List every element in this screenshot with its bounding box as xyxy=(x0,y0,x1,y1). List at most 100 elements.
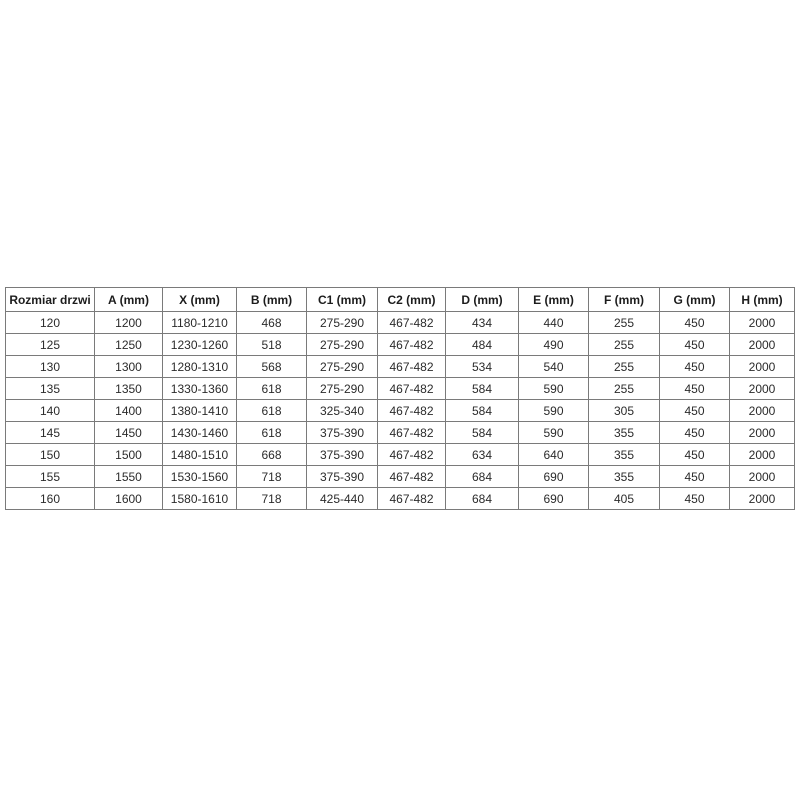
table-header-row: Rozmiar drzwi A (mm) X (mm) B (mm) C1 (mm) C2… xyxy=(5,287,795,312)
table-cell: 467-482 xyxy=(377,465,446,488)
table-cell: 375-390 xyxy=(306,443,378,466)
column-header: D (mm) xyxy=(445,287,519,312)
table-cell: 1250 xyxy=(94,333,163,356)
table-cell: 467-482 xyxy=(377,421,446,444)
column-header: B (mm) xyxy=(236,287,307,312)
table-cell: 1230-1260 xyxy=(162,333,237,356)
table-cell: 375-390 xyxy=(306,465,378,488)
table-cell: 355 xyxy=(588,421,660,444)
table-cell: 2000 xyxy=(729,377,795,400)
table-row: 155 1550 1530-1560 718 375-390 467-482 684 690 3… xyxy=(5,465,795,488)
table-cell: 584 xyxy=(445,377,519,400)
table-cell: 484 xyxy=(445,333,519,356)
table-cell: 275-290 xyxy=(306,377,378,400)
table-cell: 255 xyxy=(588,377,660,400)
table-cell: 618 xyxy=(236,399,307,422)
column-header: C2 (mm) xyxy=(377,287,446,312)
table-cell: 1180-1210 xyxy=(162,311,237,334)
table-cell: 540 xyxy=(518,355,589,378)
table-row: 140 1400 1380-1410 618 325-340 467-482 584 590 3… xyxy=(5,399,795,422)
table-cell: 450 xyxy=(659,399,730,422)
table-cell: 1380-1410 xyxy=(162,399,237,422)
table-cell: 684 xyxy=(445,465,519,488)
table-cell: 1580-1610 xyxy=(162,487,237,510)
row-size-cell: 150 xyxy=(5,443,95,466)
table-cell: 1500 xyxy=(94,443,163,466)
table-body: 120 1200 1180-1210 468 275-290 467-482 434 440 2… xyxy=(5,311,795,510)
table-cell: 2000 xyxy=(729,465,795,488)
column-header: X (mm) xyxy=(162,287,237,312)
table-cell: 1600 xyxy=(94,487,163,510)
table-cell: 2000 xyxy=(729,355,795,378)
table-cell: 518 xyxy=(236,333,307,356)
table-cell: 1450 xyxy=(94,421,163,444)
table-row: 135 1350 1330-1360 618 275-290 467-482 584 590 2… xyxy=(5,377,795,400)
table-cell: 718 xyxy=(236,465,307,488)
row-size-cell: 145 xyxy=(5,421,95,444)
table-cell: 450 xyxy=(659,443,730,466)
column-header: G (mm) xyxy=(659,287,730,312)
table-cell: 467-482 xyxy=(377,487,446,510)
table-cell: 450 xyxy=(659,421,730,444)
table-cell: 2000 xyxy=(729,311,795,334)
table-cell: 1330-1360 xyxy=(162,377,237,400)
table-cell: 1300 xyxy=(94,355,163,378)
table-cell: 468 xyxy=(236,311,307,334)
row-size-cell: 125 xyxy=(5,333,95,356)
table-cell: 684 xyxy=(445,487,519,510)
table-cell: 467-482 xyxy=(377,311,446,334)
table-cell: 2000 xyxy=(729,443,795,466)
table-cell: 450 xyxy=(659,333,730,356)
column-header: E (mm) xyxy=(518,287,589,312)
table-head: Rozmiar drzwi A (mm) X (mm) B (mm) C1 (mm) C2… xyxy=(5,287,795,312)
table-cell: 467-482 xyxy=(377,443,446,466)
table-cell: 325-340 xyxy=(306,399,378,422)
table-row: 160 1600 1580-1610 718 425-440 467-482 684 690 4… xyxy=(5,487,795,510)
table-cell: 275-290 xyxy=(306,311,378,334)
column-header: H (mm) xyxy=(729,287,795,312)
table-cell: 590 xyxy=(518,377,589,400)
table-cell: 450 xyxy=(659,311,730,334)
table-cell: 718 xyxy=(236,487,307,510)
table-cell: 690 xyxy=(518,487,589,510)
table-cell: 590 xyxy=(518,421,589,444)
column-header: A (mm) xyxy=(94,287,163,312)
table-cell: 584 xyxy=(445,399,519,422)
table-cell: 450 xyxy=(659,465,730,488)
row-size-cell: 130 xyxy=(5,355,95,378)
column-header: F (mm) xyxy=(588,287,660,312)
table-cell: 618 xyxy=(236,421,307,444)
column-header: C1 (mm) xyxy=(306,287,378,312)
table-cell: 1480-1510 xyxy=(162,443,237,466)
table-cell: 275-290 xyxy=(306,333,378,356)
table-cell: 1280-1310 xyxy=(162,355,237,378)
table-cell: 2000 xyxy=(729,421,795,444)
table-cell: 450 xyxy=(659,355,730,378)
table-row: 130 1300 1280-1310 568 275-290 467-482 534 540 2… xyxy=(5,355,795,378)
table-cell: 467-482 xyxy=(377,333,446,356)
table-cell: 425-440 xyxy=(306,487,378,510)
column-header: Rozmiar drzwi xyxy=(5,287,95,312)
table-cell: 1350 xyxy=(94,377,163,400)
row-size-cell: 135 xyxy=(5,377,95,400)
table-cell: 668 xyxy=(236,443,307,466)
table-cell: 355 xyxy=(588,465,660,488)
table-cell: 534 xyxy=(445,355,519,378)
table-cell: 490 xyxy=(518,333,589,356)
table-cell: 618 xyxy=(236,377,307,400)
table-cell: 2000 xyxy=(729,399,795,422)
table-cell: 1430-1460 xyxy=(162,421,237,444)
table-cell: 405 xyxy=(588,487,660,510)
table-cell: 305 xyxy=(588,399,660,422)
table-cell: 690 xyxy=(518,465,589,488)
table-cell: 584 xyxy=(445,421,519,444)
table-row: 150 1500 1480-1510 668 375-390 467-482 634 640 3… xyxy=(5,443,795,466)
table-cell: 2000 xyxy=(729,333,795,356)
table-cell: 1550 xyxy=(94,465,163,488)
table-cell: 255 xyxy=(588,355,660,378)
table-cell: 1400 xyxy=(94,399,163,422)
table-cell: 568 xyxy=(236,355,307,378)
table-cell: 640 xyxy=(518,443,589,466)
table-cell: 450 xyxy=(659,377,730,400)
